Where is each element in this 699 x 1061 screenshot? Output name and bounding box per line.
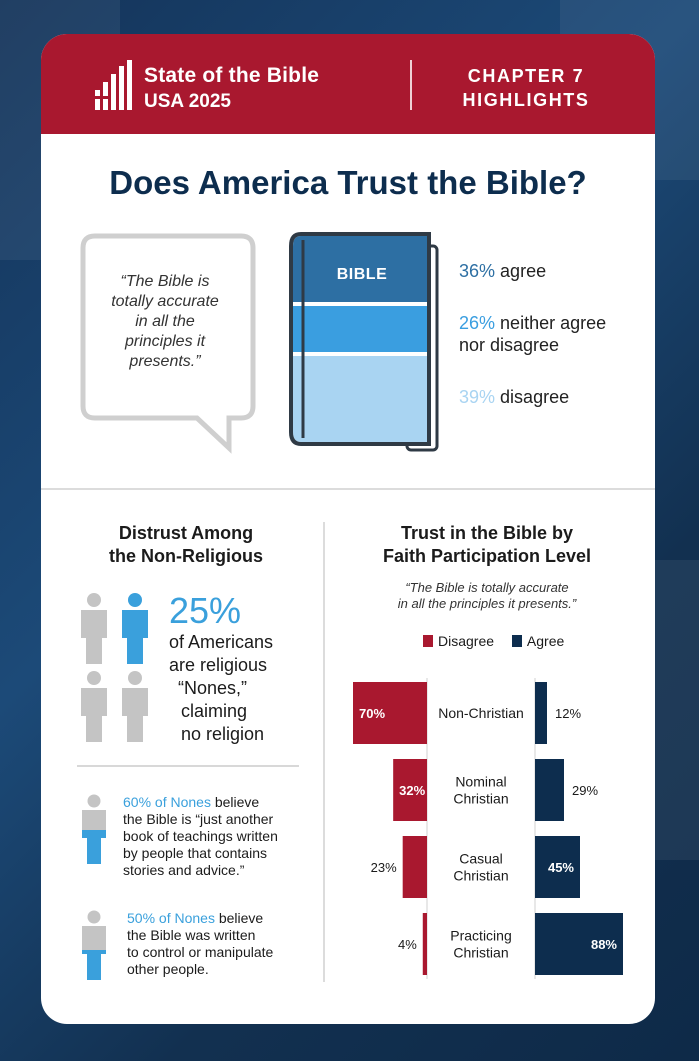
quote-text: “The Bible is totally accurate in all th… bbox=[93, 272, 237, 372]
bar-agree-value-label: 12% bbox=[555, 706, 581, 721]
nones-line: no religion bbox=[181, 724, 265, 744]
fact-text: believe bbox=[210, 794, 260, 810]
bar-agree-value-label: 45% bbox=[548, 860, 574, 875]
book-label: BIBLE bbox=[336, 266, 388, 283]
quote-line: totally accurate bbox=[111, 293, 219, 310]
logo-subtitle: USA 2025 bbox=[144, 91, 231, 112]
stat-agree: 36% agree bbox=[459, 260, 546, 282]
left-divider bbox=[77, 765, 299, 767]
chart-title-line: Faith Participation Level bbox=[382, 546, 592, 566]
fact-line: the Bible was written bbox=[127, 927, 256, 943]
category-label: Non-Christian bbox=[438, 705, 524, 721]
fact-50-nones: 50% of Nones believe the Bible was writt… bbox=[127, 910, 273, 978]
chart-title: Trust in the Bible by Faith Participatio… bbox=[337, 522, 637, 568]
chapter-line2: HIGHLIGHTS bbox=[462, 90, 590, 110]
person-half-blue-icon bbox=[82, 794, 106, 864]
fact-highlight: 60% of Nones bbox=[123, 794, 211, 810]
quote-line: in all the bbox=[135, 313, 195, 330]
category-label: Christian bbox=[453, 868, 508, 884]
fact-60-nones: 60% of Nones believe the Bible is “just … bbox=[123, 794, 278, 879]
legend-label-disagree: Disagree bbox=[438, 633, 495, 649]
stat-neither: 26% neither agree nor disagree bbox=[459, 312, 606, 356]
stat-disagree: 39% disagree bbox=[459, 386, 569, 408]
chart-subtitle: “The Bible is totally accurate in all th… bbox=[337, 580, 637, 612]
category-label: Nominal bbox=[455, 774, 506, 790]
page-title: Does America Trust the Bible? bbox=[109, 164, 587, 201]
person-half-blue-icon bbox=[82, 910, 106, 980]
category-label: Christian bbox=[453, 945, 508, 961]
stat-disagree-pct: 39% bbox=[459, 387, 496, 407]
logo-bars-icon bbox=[95, 60, 132, 110]
people-icon-grid bbox=[81, 593, 148, 742]
chart-subtitle-line: in all the principles it presents.” bbox=[397, 596, 577, 611]
fact-line: to control or manipulate bbox=[127, 944, 274, 960]
stat-agree-pct: 36% bbox=[459, 261, 496, 281]
bible-book-icon bbox=[289, 232, 439, 452]
speech-bubble-icon bbox=[80, 233, 256, 454]
nones-big-percent: 25% bbox=[169, 590, 242, 631]
bar-disagree bbox=[393, 759, 427, 821]
bar-disagree bbox=[402, 836, 427, 898]
nones-description: of Americans are religious “Nones,” clai… bbox=[169, 631, 304, 746]
fact-line: book of teachings written bbox=[123, 828, 278, 844]
stat-neither-text: neither agree bbox=[500, 313, 607, 333]
bar-disagree-value-label: 32% bbox=[399, 783, 425, 798]
chart-legend: Disagree Agree bbox=[423, 633, 578, 649]
bar-disagree bbox=[422, 913, 427, 975]
legend-swatch-agree bbox=[511, 635, 522, 647]
fact-line: by people that contains bbox=[123, 845, 267, 861]
category-label: Christian bbox=[453, 791, 508, 807]
logo-title: State of the Bible bbox=[144, 64, 320, 87]
legend-item-agree: Agree bbox=[511, 633, 565, 649]
nonreligious-title-line: the Non-Religious bbox=[109, 546, 263, 566]
bar-agree-value-label: 29% bbox=[572, 783, 598, 798]
fact-line: stories and advice.” bbox=[123, 862, 245, 878]
stat-disagree-text: disagree bbox=[500, 387, 570, 407]
legend-swatch-disagree bbox=[423, 635, 433, 647]
fact-highlight: 50% of Nones bbox=[127, 910, 215, 926]
person-icon-highlighted bbox=[122, 593, 148, 664]
bar-agree bbox=[535, 836, 580, 898]
stat-neither-pct: 26% bbox=[459, 313, 496, 333]
legend-item-disagree: Disagree bbox=[423, 633, 494, 649]
quote-line: principles it bbox=[124, 333, 206, 350]
nonreligious-title-line: Distrust Among bbox=[118, 523, 254, 543]
stat-neither-text2: nor disagree bbox=[459, 335, 560, 355]
bar-agree-value-label: 88% bbox=[591, 937, 617, 952]
fact-line: the Bible is “just another bbox=[123, 811, 274, 827]
category-label: Casual bbox=[459, 851, 503, 867]
person-icon bbox=[122, 671, 148, 742]
fact-text: believe bbox=[214, 910, 264, 926]
quote-line: “The Bible is bbox=[120, 273, 210, 290]
column-divider bbox=[323, 522, 325, 982]
bar-disagree-value-label: 23% bbox=[371, 860, 397, 875]
header-banner: State of the Bible USA 2025 CHAPTER 7 HI… bbox=[41, 34, 655, 134]
bar-disagree-value-label: 4% bbox=[398, 937, 417, 952]
quote-line: presents.” bbox=[129, 353, 201, 370]
nonreligious-title: Distrust Among the Non-Religious bbox=[61, 522, 311, 568]
nones-line: of Americans bbox=[169, 632, 274, 652]
bar-agree bbox=[535, 913, 623, 975]
bar-agree bbox=[535, 759, 564, 821]
chart-title-line: Trust in the Bible by bbox=[400, 523, 574, 543]
bar-agree bbox=[535, 682, 547, 744]
person-icon bbox=[81, 593, 107, 664]
legend-label-agree: Agree bbox=[526, 633, 565, 649]
chapter-line1: CHAPTER 7 bbox=[467, 66, 585, 86]
bar-disagree-value-label: 70% bbox=[359, 706, 385, 721]
infographic-card: State of the Bible USA 2025 CHAPTER 7 HI… bbox=[41, 34, 655, 1024]
header-divider bbox=[410, 60, 412, 110]
fact-line: other people. bbox=[127, 961, 209, 977]
nones-line: “Nones,” bbox=[178, 678, 248, 698]
chapter-label: CHAPTER 7 HIGHLIGHTS bbox=[441, 64, 611, 112]
stat-agree-text: agree bbox=[500, 261, 547, 281]
nones-line: are religious bbox=[169, 655, 268, 675]
person-icon bbox=[81, 671, 107, 742]
nones-line: claiming bbox=[181, 701, 248, 721]
category-label: Practicing bbox=[450, 928, 511, 944]
section-divider bbox=[41, 488, 655, 490]
chart-subtitle-line: “The Bible is totally accurate bbox=[405, 580, 569, 595]
bar-disagree bbox=[353, 682, 427, 744]
